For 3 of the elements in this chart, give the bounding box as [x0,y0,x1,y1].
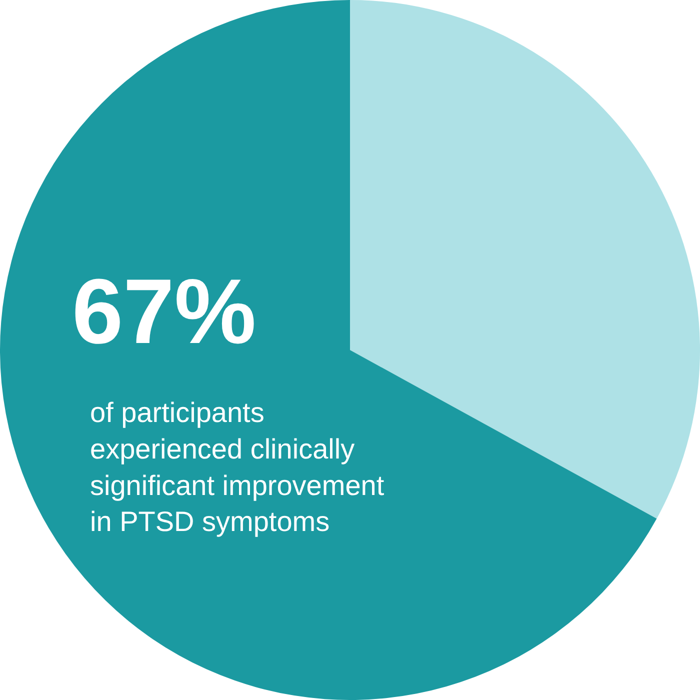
pie-slice [0,0,657,700]
text: of participants experienced clinically significant improvement in PTSD symptoms [90,397,384,538]
data-label: 67% [72,261,256,363]
